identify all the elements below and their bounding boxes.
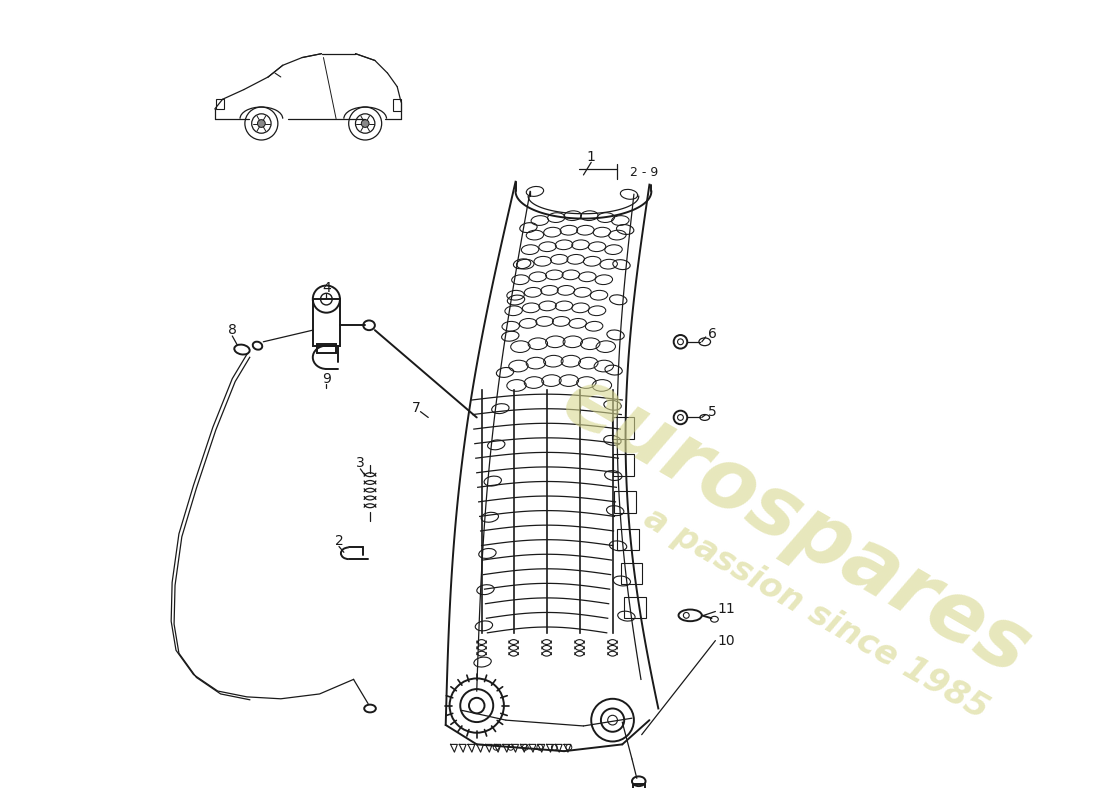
Circle shape (361, 120, 370, 127)
Text: a passion since 1985: a passion since 1985 (638, 501, 994, 726)
Text: 11: 11 (717, 602, 735, 615)
Bar (632, 784, 645, 792)
Text: 2: 2 (334, 534, 343, 548)
Text: 6: 6 (707, 327, 716, 341)
Text: 5: 5 (707, 405, 716, 418)
Bar (216, 99, 223, 109)
Bar (613, 454, 635, 476)
Text: 4: 4 (322, 282, 331, 295)
Text: 3: 3 (356, 456, 365, 470)
Bar (617, 529, 639, 550)
Bar (613, 418, 634, 439)
Circle shape (257, 120, 265, 127)
Text: 10: 10 (717, 634, 735, 647)
Bar (394, 99, 402, 111)
Text: 9: 9 (322, 372, 331, 386)
Bar (621, 563, 642, 584)
Text: 7: 7 (412, 401, 421, 414)
Text: 2 - 9: 2 - 9 (630, 166, 658, 178)
Bar (625, 597, 646, 618)
Text: 8: 8 (228, 323, 236, 337)
Text: 1: 1 (586, 150, 596, 165)
Text: eurospares: eurospares (549, 359, 1045, 693)
Bar (614, 491, 636, 513)
Bar (317, 344, 337, 354)
Bar (312, 299, 340, 346)
